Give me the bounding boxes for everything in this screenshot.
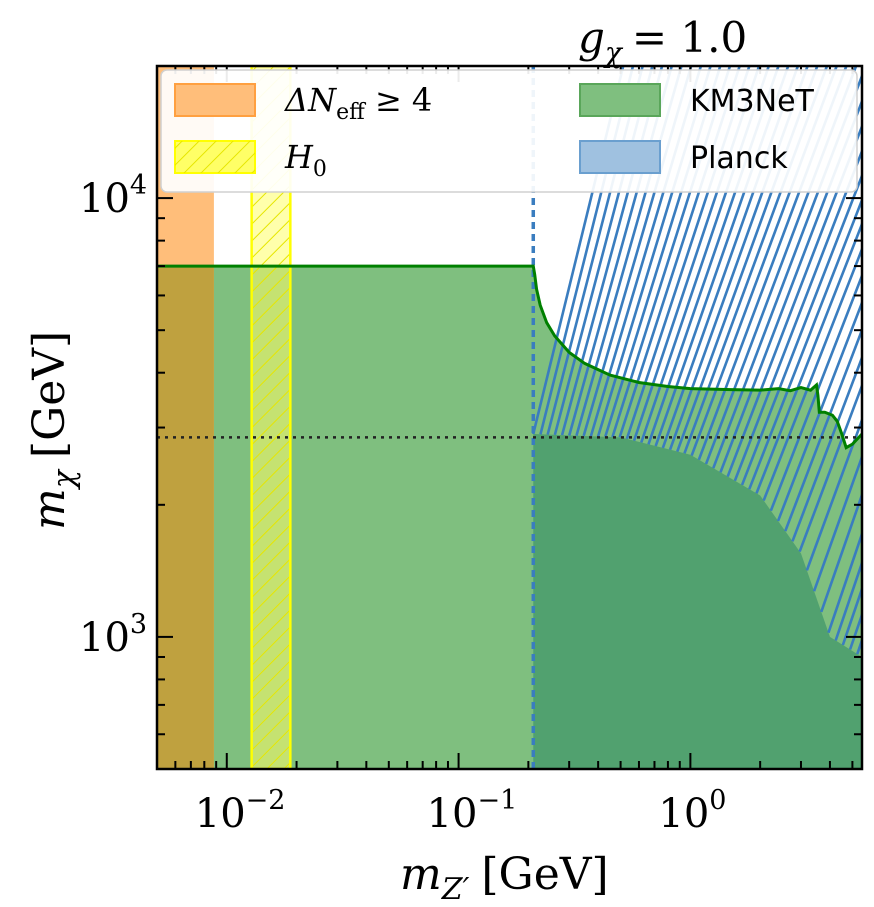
planck-hatch-line [827, 529, 862, 634]
legend-swatch-km3net [579, 83, 661, 117]
planck-hatch-line [733, 147, 862, 482]
planck-hatch-line [812, 453, 862, 592]
y-tick-label: 103 [79, 609, 147, 661]
legend-swatch-neff [174, 83, 256, 117]
planck-hatch-line [740, 172, 862, 486]
planck-hatch-line [791, 354, 862, 542]
planck-hatch-line [776, 299, 862, 522]
legend-hatch-h0 [175, 141, 255, 173]
legend-label-km3net: KM3NeT [690, 84, 815, 119]
planck-hatch-line [726, 122, 862, 478]
legend-swatch-planck [579, 140, 661, 174]
legend-label-h0: H0 [284, 138, 327, 182]
x-tick-label: 10−2 [195, 785, 286, 837]
x-tick-label: 100 [658, 785, 726, 837]
legend-label-planck: Planck [690, 141, 788, 176]
ticks-layer: 10−2 10−1 100 103 104 [79, 65, 862, 837]
km3net-boundary-line [157, 264, 862, 450]
delta-neff-overlap [157, 266, 214, 769]
x-tick-label: 10−1 [427, 785, 518, 837]
planck-hatch-line [755, 220, 862, 494]
planck-hatch-line [748, 196, 862, 490]
planck-hatch-line [820, 490, 862, 613]
legend: ΔNeff ≥ 4 KM3NeT H0 Planck [160, 69, 858, 193]
planck-hatch-line [798, 382, 862, 552]
axes-frame [155, 64, 864, 771]
planck-hatch-line [805, 416, 862, 571]
coupling-label: gχ = 1.0 [578, 13, 747, 69]
x-axis-label: mZ′ [GeV] [400, 849, 609, 907]
y-tick-label: 104 [79, 170, 147, 222]
planck-hatch-line [762, 245, 862, 501]
y-axis-label: mχ[GeV] [24, 331, 82, 530]
legend-label-neff: ΔNeff ≥ 4 [283, 81, 432, 125]
planck-hatch-line [784, 326, 862, 532]
legend-box [160, 69, 858, 193]
planck-overlap-region [533, 434, 862, 769]
